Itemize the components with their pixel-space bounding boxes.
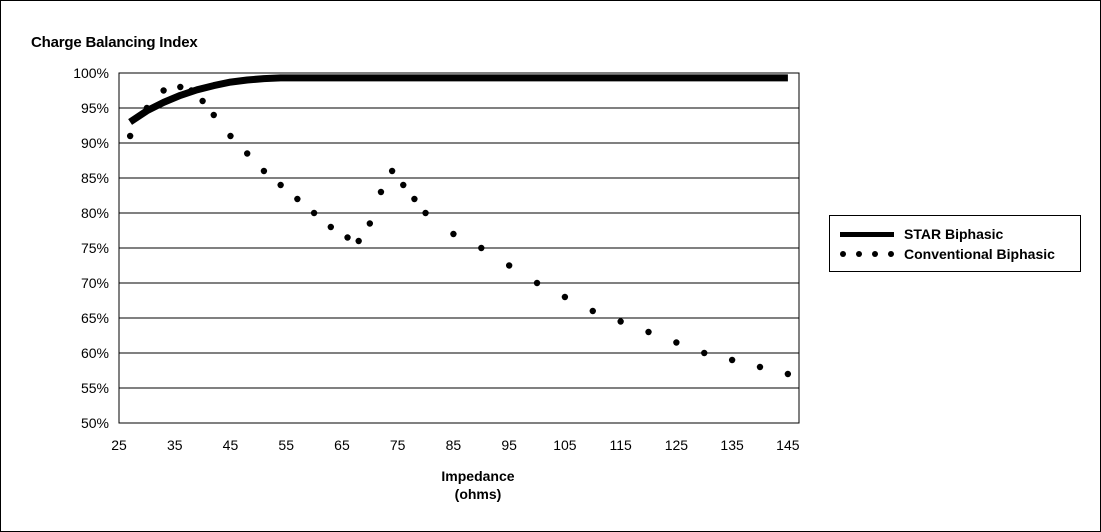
x-axis-label-line1: Impedance — [441, 468, 515, 484]
x-tick-label: 115 — [609, 437, 632, 453]
y-tick-label: 80% — [81, 205, 109, 221]
x-tick-label: 35 — [167, 437, 183, 453]
legend-label-conventional: Conventional Biphasic — [904, 246, 1055, 262]
series-point-conventional-biphasic — [589, 307, 596, 315]
legend-item-star: STAR Biphasic — [840, 224, 1003, 244]
legend: STAR Biphasic Conventional Biphasic — [829, 215, 1081, 272]
series-point-conventional-biphasic — [355, 237, 362, 245]
series-point-conventional-biphasic — [160, 87, 167, 94]
x-tick-label: 125 — [665, 437, 689, 453]
x-tick-label: 45 — [223, 437, 239, 453]
x-tick-label: 25 — [111, 437, 127, 453]
series-point-conventional-biphasic — [450, 230, 457, 238]
series-point-conventional-biphasic — [366, 220, 374, 227]
x-axis-label: Impedance (ohms) — [358, 467, 598, 503]
series-point-conventional-biphasic — [143, 104, 151, 112]
series-point-conventional-biphasic — [377, 188, 385, 196]
series-point-conventional-biphasic — [277, 181, 284, 189]
x-tick-label: 105 — [553, 437, 577, 453]
y-tick-label: 50% — [81, 415, 109, 431]
series-point-conventional-biphasic — [784, 370, 792, 378]
series-point-conventional-biphasic — [243, 150, 251, 157]
y-tick-label: 65% — [81, 310, 109, 326]
series-point-conventional-biphasic — [411, 195, 418, 203]
series-line-star-biphasic — [128, 74, 788, 125]
series-point-conventional-biphasic — [310, 209, 318, 217]
x-tick-label: 95 — [501, 437, 517, 453]
series-point-conventional-biphasic — [645, 328, 652, 336]
x-tick-label: 65 — [334, 437, 350, 453]
series-point-conventional-biphasic — [260, 167, 268, 175]
y-tick-label: 75% — [81, 240, 109, 256]
series-point-conventional-biphasic — [756, 363, 764, 371]
x-tick-label: 145 — [776, 437, 800, 453]
series-point-conventional-biphasic — [344, 234, 351, 241]
chart-title: Charge Balancing Index — [31, 34, 198, 51]
y-tick-label: 90% — [81, 135, 109, 151]
x-tick-label: 85 — [446, 437, 462, 453]
x-tick-label: 55 — [278, 437, 294, 453]
x-tick-label: 135 — [720, 437, 744, 453]
y-tick-label: 60% — [81, 345, 109, 361]
series-point-conventional-biphasic — [210, 111, 217, 119]
y-tick-label: 95% — [81, 100, 109, 116]
legend-item-conventional: Conventional Biphasic — [840, 244, 1055, 264]
series-point-conventional-biphasic — [701, 349, 708, 357]
legend-swatch-dotted — [840, 251, 894, 257]
series-point-conventional-biphasic — [478, 244, 485, 252]
series-point-conventional-biphasic — [188, 87, 195, 94]
x-tick-label: 75 — [390, 437, 406, 453]
series-point-conventional-biphasic — [177, 83, 184, 91]
legend-label-star: STAR Biphasic — [904, 226, 1004, 242]
series-point-conventional-biphasic — [617, 318, 624, 325]
series-point-conventional-biphasic — [227, 132, 234, 140]
series-point-conventional-biphasic — [505, 262, 513, 269]
series-point-conventional-biphasic — [561, 293, 569, 301]
y-tick-label: 70% — [81, 275, 109, 291]
series-point-conventional-biphasic — [327, 223, 335, 231]
series-point-conventional-biphasic — [728, 356, 736, 364]
y-tick-label: 100% — [73, 65, 109, 81]
series-point-conventional-biphasic — [126, 132, 134, 140]
series-point-conventional-biphasic — [199, 97, 206, 105]
x-axis-label-line2: (ohms) — [454, 486, 502, 502]
y-tick-label: 55% — [81, 380, 109, 396]
series-point-conventional-biphasic — [533, 279, 541, 287]
series-point-conventional-biphasic — [388, 167, 396, 175]
series-point-conventional-biphasic — [400, 181, 407, 189]
legend-swatch-solid — [840, 231, 894, 237]
series-point-conventional-biphasic — [673, 339, 680, 346]
y-tick-label: 85% — [81, 170, 109, 186]
series-point-conventional-biphasic — [422, 209, 429, 217]
series-point-conventional-biphasic — [294, 195, 301, 203]
